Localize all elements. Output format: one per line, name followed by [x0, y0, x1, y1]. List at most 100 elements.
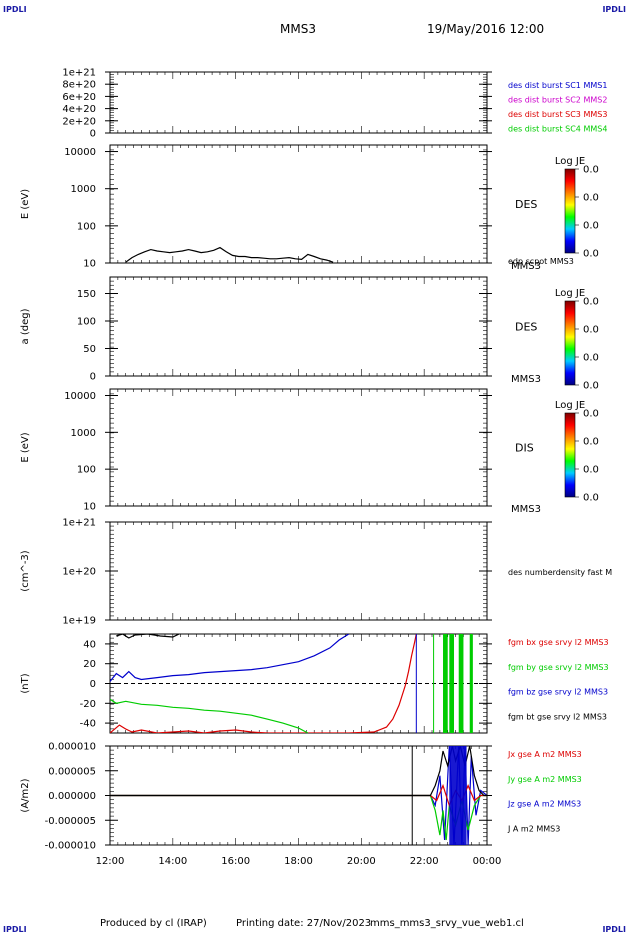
colorbar-tick-label: 0.0 — [583, 249, 599, 260]
panel-frame-density — [109, 521, 488, 621]
time-tick-label: 14:00 — [158, 856, 187, 867]
y-tick-label: 100 — [77, 317, 96, 328]
series-legend-label: des dist burst SC3 MMS3 — [508, 110, 607, 119]
y-tick-label: -40 — [80, 719, 96, 730]
species-label: DIS — [515, 442, 534, 455]
colorbar-tick-label: 0.0 — [583, 409, 599, 420]
colorbar-tick-label: 0.0 — [583, 297, 599, 308]
y-axis-title: E (eV) — [20, 189, 31, 219]
y-tick-label: 1e+20 — [62, 567, 96, 578]
corner-logo-right: IPDLI — [602, 5, 626, 14]
y-axis-title: a (deg) — [20, 308, 31, 344]
time-tick-label: 12:00 — [96, 856, 125, 867]
spacecraft-label: MMS3 — [511, 504, 541, 515]
y-tick-label: 20 — [83, 659, 96, 670]
series-legend-label: fgm bz gse srvy l2 MMS3 — [508, 688, 608, 697]
overlay-label: edp scpot MMS3 — [508, 257, 574, 266]
footer-produced-by: Produced by cl (IRAP) — [100, 918, 207, 929]
y-tick-label: 0 — [90, 129, 96, 140]
fgm-green-interval — [469, 634, 473, 733]
y-tick-label: 1e+19 — [62, 616, 96, 627]
colorbar-tick-label: 0.0 — [583, 193, 599, 204]
series-legend-label: fgm bt gse srvy l2 MMS3 — [508, 712, 607, 721]
fgm-green-interval — [449, 634, 455, 733]
time-tick-label: 00:00 — [473, 856, 502, 867]
corner-logo-bottom-right: IPDLI — [602, 925, 626, 934]
corner-logo-bottom-left: IPDLI — [3, 925, 27, 934]
y-tick-label: 50 — [83, 344, 96, 355]
spacecraft-title: MMS3 — [280, 22, 316, 36]
colorbar-title: Log JE — [555, 400, 585, 411]
colorbar-tick-label: 0.0 — [583, 381, 599, 392]
y-axis-title: (cm^-3) — [20, 550, 31, 591]
fgm-green-interval — [443, 634, 448, 733]
y-tick-label: 150 — [77, 289, 96, 300]
time-tick-label: 20:00 — [347, 856, 376, 867]
time-tick-label: 16:00 — [221, 856, 250, 867]
series-legend-label: Jy gse A m2 MMS3 — [507, 775, 582, 784]
y-tick-label: 40 — [83, 639, 96, 650]
time-tick-label: 22:00 — [410, 856, 439, 867]
colorbar-tick-label: 0.0 — [583, 325, 599, 336]
y-tick-label: -20 — [80, 699, 96, 710]
colorbar-tick-label: 0.0 — [583, 465, 599, 476]
series-legend-label: fgm bx gse srvy l2 MMS3 — [508, 638, 609, 647]
y-tick-label: 6e+20 — [62, 92, 96, 103]
series-legend-label: Jz gse A m2 MMS3 — [507, 800, 581, 809]
y-tick-label: 0.000010 — [48, 742, 96, 753]
time-tick-label: 18:00 — [284, 856, 313, 867]
y-tick-label: 2e+20 — [62, 116, 96, 127]
species-label: DES — [515, 198, 537, 211]
footer-file-name: mms_mms3_srvy_vue_web1.cl — [370, 918, 524, 929]
y-tick-label: 0 — [90, 372, 96, 383]
footer-printing-date: Printing date: 27/Nov/2023 — [236, 918, 372, 929]
colorbar-tick-label: 0.0 — [583, 353, 599, 364]
spacecraft-label: MMS3 — [511, 374, 541, 385]
y-tick-label: 0 — [90, 679, 96, 690]
y-tick-label: 1e+21 — [62, 68, 96, 79]
y-tick-label: 100 — [77, 465, 96, 476]
series-legend-label: des dist burst SC4 MMS4 — [508, 125, 607, 134]
series-legend-label: des dist burst SC2 MMS2 — [508, 96, 607, 105]
corner-logo-left: IPDLI — [3, 5, 27, 14]
series-line-fgm-bt-gse-srvy-l2-MMS3 — [116, 634, 180, 639]
colorbar-tick-label: 0.0 — [583, 437, 599, 448]
current-blue-interval — [449, 746, 467, 845]
colorbar-tick-label: 0.0 — [583, 221, 599, 232]
series-line-fgm-by-gse-srvy-l2-MMS3 — [110, 698, 309, 733]
series-line-edp-scpot-MMS3 — [125, 246, 334, 263]
y-tick-label: -0.000010 — [45, 841, 96, 852]
series-legend-label: des numberdensity fast M — [508, 568, 612, 577]
series-line-fgm-bz-gse-srvy-l2-MMS3 — [110, 634, 350, 682]
y-tick-label: 1000 — [71, 184, 96, 195]
colorbar — [564, 300, 576, 386]
y-tick-label: 1000 — [71, 428, 96, 439]
y-tick-label: 8e+20 — [62, 80, 96, 91]
date-title: 19/May/2016 12:00 — [427, 22, 545, 36]
series-legend-label: J A m2 MMS3 — [507, 824, 560, 833]
colorbar-tick-label: 0.0 — [583, 165, 599, 176]
spacecraft-label: MMS3 — [511, 261, 541, 272]
y-axis-title: E (eV) — [20, 432, 31, 462]
y-tick-label: 0.000000 — [48, 791, 96, 802]
series-legend-label: des dist burst SC1 MMS1 — [508, 81, 607, 90]
y-tick-label: 100 — [77, 221, 96, 232]
colorbar — [564, 168, 576, 254]
series-legend-label: fgm by gse srvy l2 MMS3 — [508, 663, 609, 672]
y-tick-label: 10 — [83, 502, 96, 513]
colorbar-title: Log JE — [555, 156, 585, 167]
colorbar-title: Log JE — [555, 288, 585, 299]
series-legend-label: Jx gse A m2 MMS3 — [507, 750, 582, 759]
fgm-green-interval — [458, 634, 464, 733]
y-tick-label: 0.000005 — [48, 766, 96, 777]
panel-frame-des-energy — [109, 144, 488, 264]
panel-frame-dis-energy — [109, 388, 488, 507]
y-tick-label: 10 — [83, 259, 96, 270]
colorbar — [564, 412, 576, 498]
y-axis-title: (A/m2) — [20, 778, 31, 812]
y-tick-label: 10000 — [64, 147, 96, 158]
y-tick-label: -0.000005 — [45, 816, 96, 827]
colorbar-tick-label: 0.0 — [583, 493, 599, 504]
series-line-fgm-bx-gse-srvy-l2-MMS3 — [110, 634, 417, 733]
